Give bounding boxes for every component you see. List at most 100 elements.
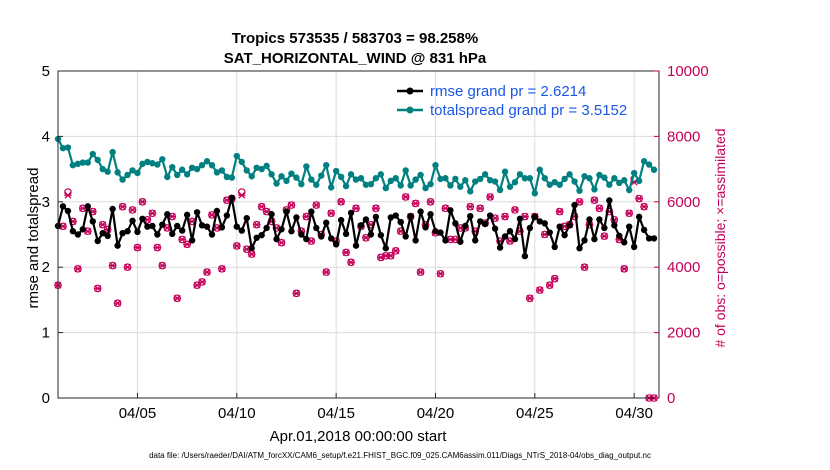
totalspread-point (278, 173, 285, 180)
plot-frame (57, 70, 660, 399)
rmse-point (486, 212, 494, 219)
obs-assimilated-point (302, 213, 311, 220)
totalspread-point (611, 175, 618, 182)
totalspread-point (596, 171, 603, 179)
obs-assimilated-point (635, 195, 643, 202)
totalspread-point (94, 156, 101, 164)
rmse-point (645, 235, 653, 242)
rmse-point (283, 208, 290, 215)
obs-assimilated-point (237, 191, 246, 199)
rmse-point (556, 223, 563, 230)
rmse-point (596, 216, 603, 223)
y-right-tick-label: 4000 (667, 259, 700, 276)
rmse-point (84, 203, 92, 210)
totalspread-point (164, 173, 171, 181)
rmse-point (616, 232, 623, 240)
totalspread-point (452, 175, 459, 183)
totalspread-point (571, 178, 578, 185)
totalspread-point (114, 169, 121, 176)
rmse-point (491, 225, 499, 232)
totalspread-point (238, 158, 245, 166)
rmse-point (313, 224, 320, 232)
totalspread-point (208, 161, 216, 169)
totalspread-point (154, 161, 161, 168)
totalspread-point (144, 158, 151, 166)
totalspread-point (139, 160, 146, 168)
totalspread-point (496, 186, 504, 194)
grid (58, 71, 659, 398)
totalspread-point (625, 186, 633, 194)
rmse-point (223, 212, 231, 219)
totalspread-point (645, 161, 653, 168)
obs-assimilated-point (555, 208, 564, 216)
rmse-point (114, 242, 121, 249)
rmse-point (243, 214, 250, 222)
rmse-point (606, 197, 613, 204)
totalspread-point (481, 171, 489, 178)
rmse-point (169, 230, 176, 238)
rmse-point (327, 235, 335, 242)
rmse-point (139, 215, 146, 223)
chart-subtitle: SAT_HORIZONTAL_WIND @ 831 hPa (224, 50, 487, 67)
obs-assimilated-point (526, 294, 534, 302)
rmse-point (640, 226, 648, 234)
rmse-point (432, 228, 439, 235)
totalspread-point (188, 164, 196, 171)
rmse-point (129, 217, 136, 224)
legend: rmse grand pr = 2.6214 totalspread grand… (397, 83, 627, 119)
rmse-point (124, 228, 131, 235)
obs-assimilated-point (575, 198, 584, 206)
totalspread-point (407, 182, 414, 189)
obs-assimilated-point (600, 232, 609, 240)
rmse-point (318, 233, 325, 240)
y-tick-label: 1 (42, 325, 50, 342)
rmse-point (407, 212, 414, 220)
obs-assimilated-point (208, 211, 216, 219)
totalspread-point (174, 171, 181, 179)
totalspread-point (531, 190, 539, 197)
totalspread-point (412, 176, 419, 183)
legend-marker-totalspread (406, 106, 414, 114)
rmse-point (303, 235, 310, 243)
totalspread-point (89, 150, 96, 158)
chart-title: Tropics 573535 / 583703 = 98.258% (232, 30, 478, 47)
rmse-point (352, 242, 360, 249)
obs-assimilated-point (312, 201, 321, 209)
totalspread-point (74, 160, 82, 168)
totalspread-point (268, 171, 275, 178)
obs-assimilated-point (123, 263, 132, 271)
obs-assimilated-point (322, 268, 331, 276)
x-tick-label: 04/10 (218, 405, 256, 422)
totalspread-point (472, 178, 479, 185)
legend-marker-rmse (406, 87, 414, 95)
rmse-point (561, 231, 568, 239)
rmse-point (427, 211, 434, 218)
totalspread-point (516, 171, 524, 178)
rmse-point (387, 214, 394, 221)
rmse-point (298, 231, 305, 238)
rmse-point (496, 244, 504, 251)
rmse-point (402, 233, 409, 240)
totalspread-point (159, 156, 166, 163)
rmse-point (650, 235, 658, 242)
rmse-point (228, 194, 236, 202)
rmse-point (183, 211, 191, 219)
totalspread-point (352, 176, 360, 183)
totalspread-point (248, 173, 255, 180)
obs-assimilated-point (466, 203, 475, 211)
totalspread-point (193, 165, 201, 173)
obs-assimilated-point (401, 193, 410, 201)
rmse-point (337, 216, 345, 224)
y-axis-label-right: # of obs: o=possible; ×=assimilated (712, 128, 728, 347)
rmse-point (213, 207, 221, 215)
totalspread-point (457, 183, 464, 190)
totalspread-point (104, 168, 111, 175)
rmse-point (372, 213, 380, 221)
legend-label-totalspread: totalspread grand pr = 3.5152 (430, 102, 627, 119)
totalspread-point (526, 175, 534, 182)
totalspread-point (621, 177, 628, 184)
rmse-point (511, 235, 519, 243)
obs-assimilated-point (203, 268, 211, 276)
totalspread-point (402, 167, 409, 174)
rmse-point (447, 207, 454, 214)
